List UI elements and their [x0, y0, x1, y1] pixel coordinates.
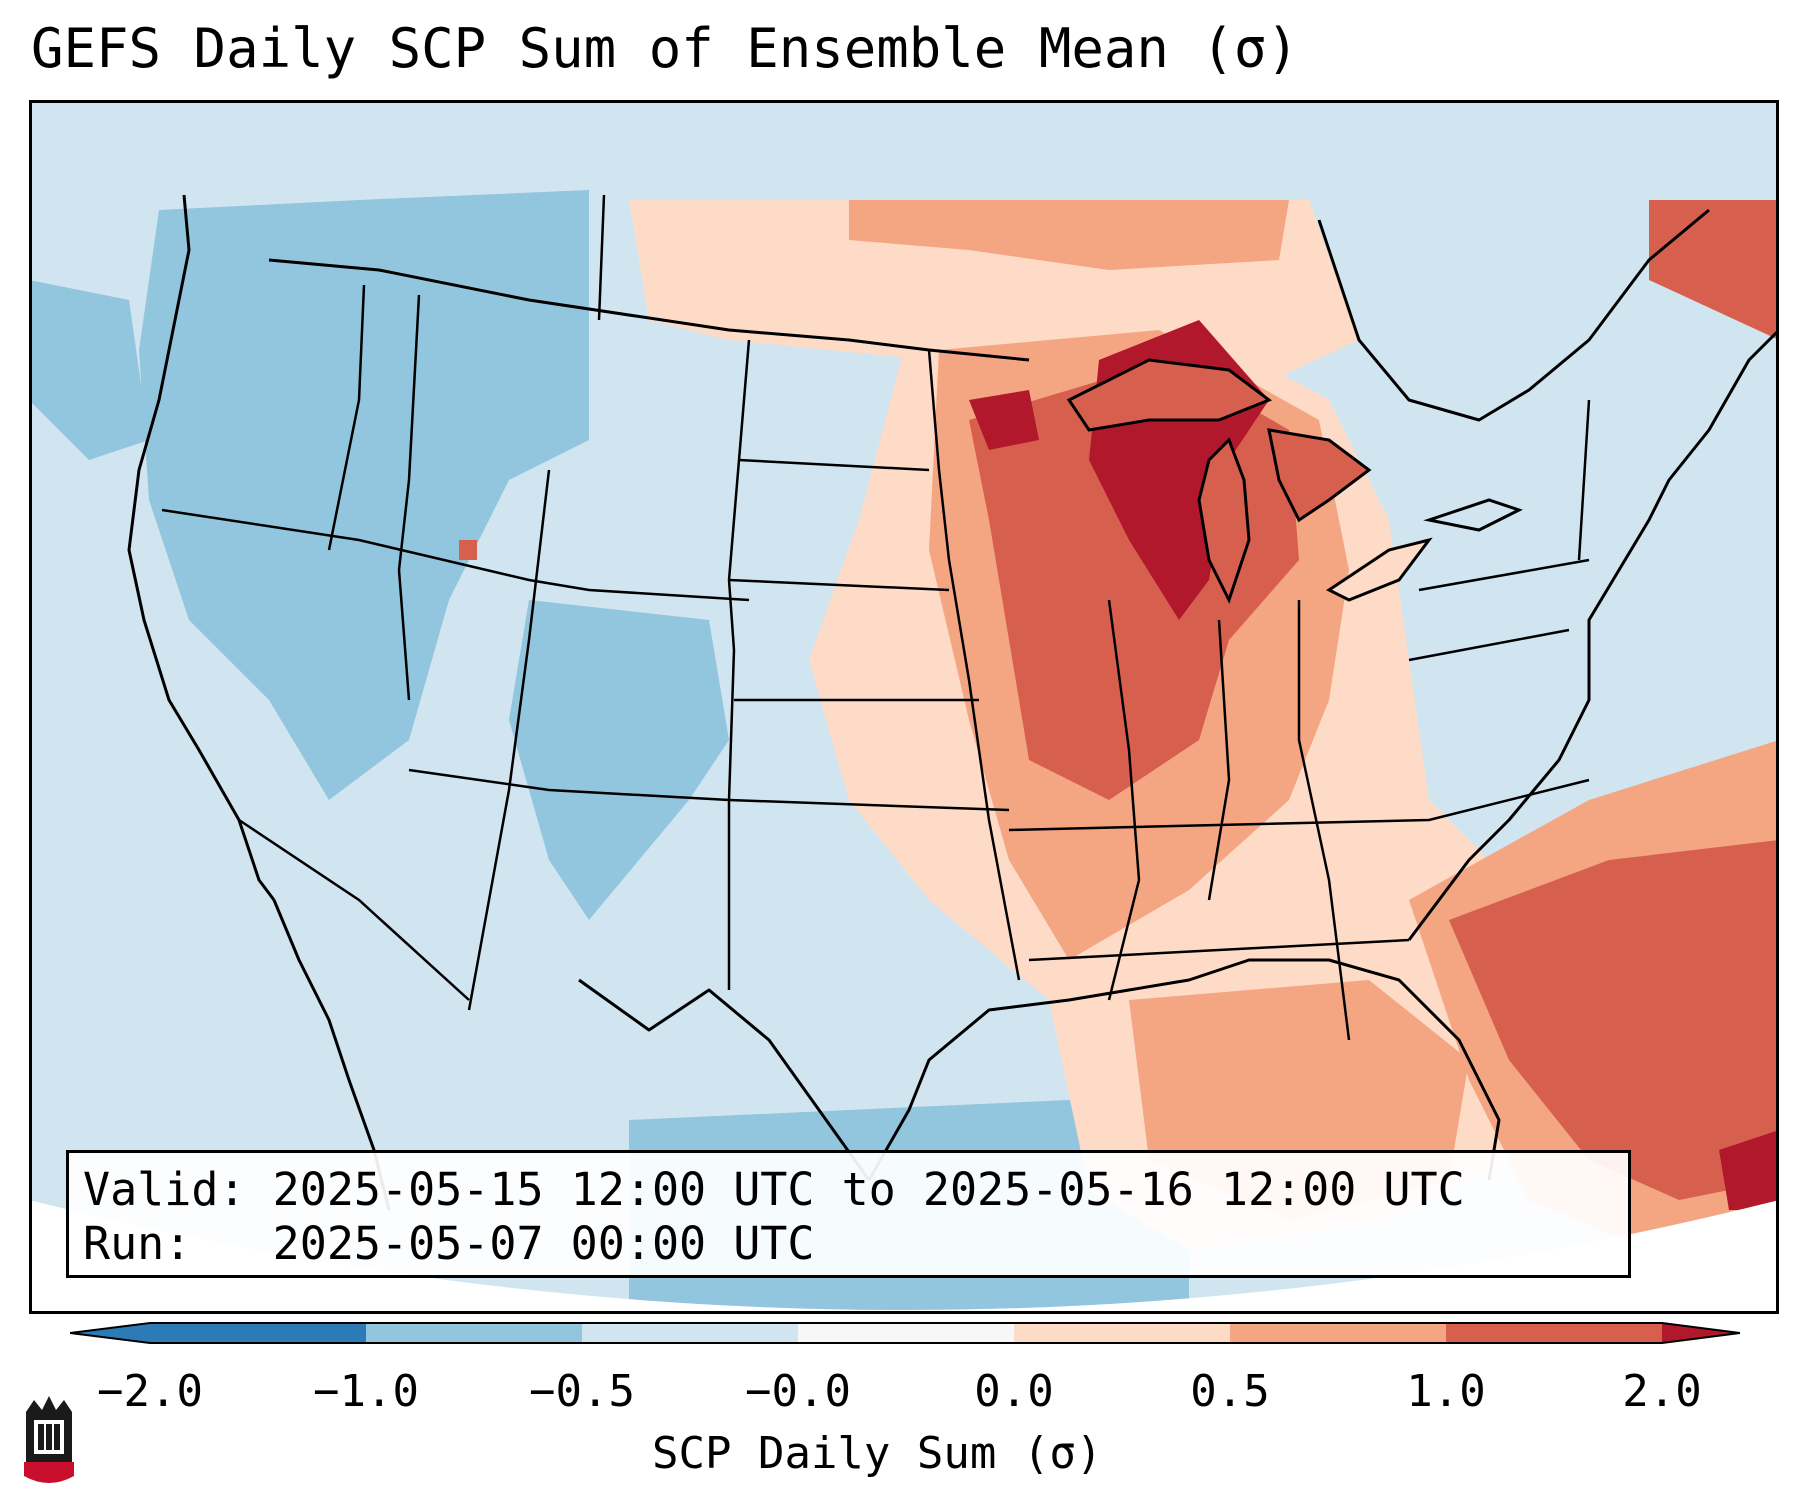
atlantic-max-patch [1719, 1130, 1779, 1210]
minnesota-max-patch [969, 390, 1039, 450]
colorbar [70, 1322, 1740, 1344]
canada-moderate-band [849, 200, 1289, 270]
map-panel [29, 100, 1779, 1314]
border-az-nm-north [408, 768, 730, 802]
colorbar-segment-neg0-0 [798, 1323, 1014, 1343]
border-wy-ut-co [467, 469, 551, 1011]
border-or-ca-line [161, 508, 750, 602]
border-tn-ky [1008, 778, 1590, 832]
atlantic-high [1449, 840, 1779, 1200]
border-id-mt [397, 294, 421, 701]
pacific-coastline [127, 194, 276, 901]
colorbar-label: SCP Daily Sum (σ) [652, 1428, 1103, 1479]
colorbar-tick-label: −0.0 [745, 1366, 851, 1417]
map-border [29, 100, 1779, 1314]
lake-erie [1326, 537, 1433, 602]
st-lawrence-border [1317, 208, 1710, 422]
border-ny-vt [1577, 399, 1591, 561]
west-low-region [139, 190, 589, 800]
colorbar-segment-05-1 [1230, 1323, 1446, 1343]
border-ca-az [238, 818, 470, 1001]
colorbar-segment-neg2-neg1 [150, 1323, 366, 1343]
border-plains-east [927, 349, 1021, 981]
pacific-low-patch [29, 280, 149, 460]
border-sd-ne [728, 578, 950, 592]
colorbar-tick-label: 2.0 [1622, 1366, 1702, 1417]
state-borders-group [161, 194, 1591, 1041]
validity-info-box: Valid: 2025-05-15 12:00 UTC to 2025-05-1… [66, 1150, 1631, 1278]
colorbar-segment-neg05-neg0 [582, 1323, 798, 1343]
border-nd-sd [738, 458, 930, 472]
colorbar-segment-0-05 [1014, 1323, 1230, 1343]
chart-title: GEFS Daily SCP Sum of Ensemble Mean (σ) [31, 17, 1299, 80]
colorbar-tick-label: 0.0 [974, 1366, 1054, 1417]
map-svg [29, 100, 1779, 1314]
colorbar-tick-label: −0.5 [529, 1366, 635, 1417]
border-mt-nd-north [597, 194, 606, 321]
border-il-mo [1107, 599, 1141, 1001]
colorbar-tick-label: −2.0 [97, 1366, 203, 1417]
rio-grande-border [578, 978, 871, 1181]
southwest-low-region [509, 600, 729, 920]
colorbar-extend-low [70, 1323, 150, 1343]
border-plains-west [727, 339, 751, 990]
border-pa-md [1408, 628, 1570, 662]
niu-logo [24, 1396, 74, 1483]
lake-superior [1066, 358, 1273, 432]
colorbar-extend-high [1662, 1323, 1740, 1343]
lake-michigan [1197, 437, 1251, 604]
colorbar-outline [70, 1322, 1740, 1344]
border-in-oh [1207, 619, 1231, 901]
border-wa-id [327, 284, 366, 551]
run-time-text: Run: 2025-05-07 00:00 UTC [83, 1217, 815, 1270]
colorbar-tick-label: −1.0 [313, 1366, 419, 1417]
lake-ontario [1423, 498, 1523, 532]
border-ks-ok [728, 798, 1010, 812]
colorbar-segment-neg1-neg05 [366, 1323, 582, 1343]
lake-huron [1267, 428, 1372, 523]
utah-isolated-patch [459, 540, 477, 560]
great-lakes-group [1066, 358, 1523, 604]
atlantic-coastline [1407, 328, 1779, 941]
colorbar-segment-1-2 [1446, 1323, 1662, 1343]
border-pa-ny [1418, 558, 1590, 592]
colorbar-tick-label: 1.0 [1406, 1366, 1486, 1417]
valid-time-text: Valid: 2025-05-15 12:00 UTC to 2025-05-1… [83, 1163, 1465, 1216]
border-oh-ga [1297, 600, 1351, 1041]
border-gulf-states [1028, 938, 1410, 962]
colorbar-tick-label: 0.5 [1190, 1366, 1270, 1417]
gulf-coastline [867, 958, 1501, 1181]
northeast-canada-high [1649, 200, 1779, 340]
